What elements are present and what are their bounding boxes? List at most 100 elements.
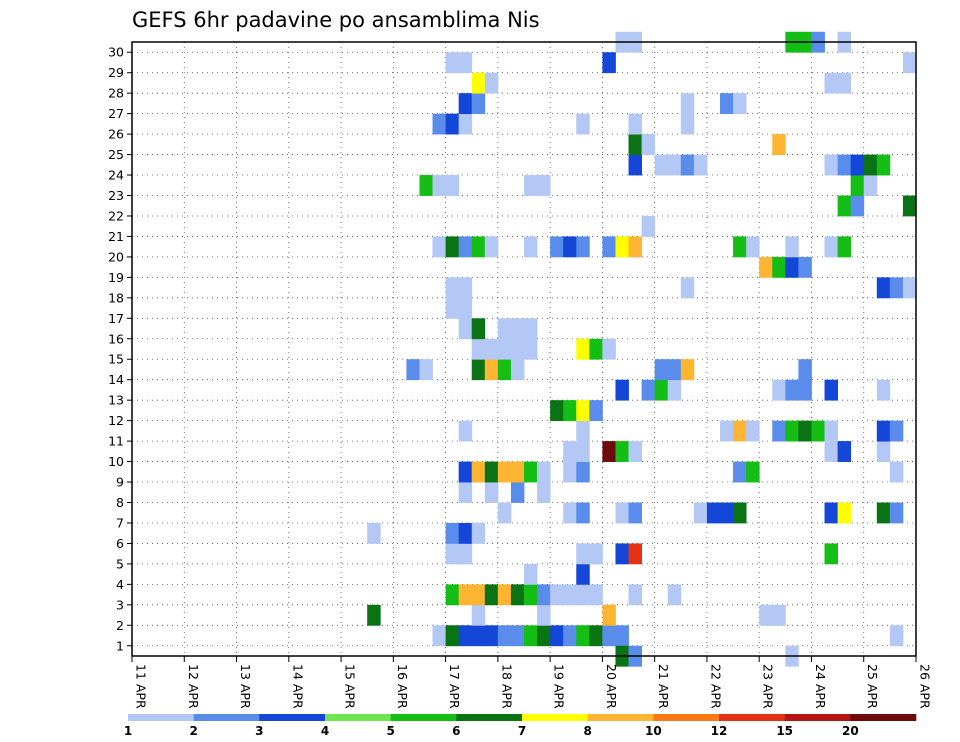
heatmap-cell [524,563,538,585]
heatmap-cell [589,338,603,360]
heatmap-cell [510,584,525,606]
heatmap-cell [497,625,512,647]
heatmap-cell [733,236,747,258]
heatmap-cell [484,461,499,483]
heatmap-cell [432,625,446,647]
heatmap-cell [693,502,708,524]
heatmap-cell [524,338,538,360]
heatmap-cell [419,359,433,381]
heatmap-cell [497,584,512,606]
heatmap-cell [811,420,825,442]
heatmap-cell [615,625,629,647]
heatmap-cell [615,441,629,462]
heatmap-cell [576,563,590,585]
heatmap-cell [576,543,590,565]
heatmap-cell [837,195,852,217]
heatmap-cell [876,154,891,176]
heatmap-cell [432,113,446,135]
y-tick-label: 9 [116,475,124,490]
heatmap-cell [889,461,904,483]
heatmap-cell [824,72,838,94]
heatmap-cell [615,236,629,258]
heatmap-cell [524,625,538,647]
heatmap-cell [654,359,669,381]
heatmap-cell [524,461,538,483]
heatmap-cell [458,52,473,74]
y-tick-label: 8 [116,495,124,510]
heatmap-cell [458,318,473,340]
heatmap-cell [484,625,499,647]
heatmap-cell [667,584,682,606]
heatmap-cell [576,584,590,606]
y-tick-label: 2 [116,618,124,633]
legend-label: 20 [842,724,859,738]
heatmap-cell [445,625,460,647]
heatmap-cell [733,420,747,442]
heatmap-cell [850,154,865,176]
heatmap-cell [550,236,564,258]
heatmap-cell [615,502,629,524]
heatmap-cell [458,584,473,606]
heatmap-cell [589,625,603,647]
x-tick-label: 23 APR [761,664,776,709]
y-tick-label: 7 [116,515,124,530]
heatmap-cell [471,461,486,483]
heatmap-cell [667,359,682,381]
legend-swatch [259,714,326,721]
heatmap-cell [667,379,682,401]
heatmap-cell [746,420,760,442]
y-axis: 1234567891011121314151617181920212223242… [108,45,132,653]
heatmap-cell [537,584,551,606]
heatmap-cell [589,584,603,606]
x-tick-label: 11 APR [134,664,149,709]
x-tick-label: 20 APR [604,664,619,709]
heatmap-cell [680,113,695,135]
y-tick-label: 14 [108,372,124,387]
heatmap-cell [824,154,838,176]
heatmap-cell [471,584,486,606]
heatmap-cell [576,420,590,442]
heatmap-cell [510,461,525,483]
heatmap-cell [785,420,799,442]
heatmap-cell [602,338,616,360]
heatmap-cell [445,543,460,565]
x-tick-label: 24 APR [813,664,828,709]
heatmap-cell [537,625,551,647]
legend-swatch [390,714,457,721]
heatmap-cell [510,625,525,647]
heatmap-cell [837,72,852,94]
heatmap-cell [537,482,551,503]
legend-label: 8 [583,724,591,738]
legend-label: 15 [776,724,793,738]
heatmap-cell [889,502,904,524]
heatmap-cell [654,154,669,176]
heatmap-cell [902,52,917,74]
heatmap-cell [537,604,551,626]
chart-title: GEFS 6hr padavine po ansamblima Nis [132,8,540,32]
legend-swatch [522,714,588,721]
y-tick-label: 25 [108,147,124,162]
heatmap-cell [850,195,865,217]
heatmap-cell [680,359,695,381]
x-tick-label: 14 APR [290,664,305,709]
y-tick-label: 4 [116,577,124,592]
heatmap-cell [876,441,891,462]
y-tick-label: 3 [116,597,124,612]
heatmap-cell [471,318,486,340]
heatmap-cell [445,277,460,299]
grid-lines [131,42,917,656]
heatmap-cell [615,543,629,565]
y-tick-label: 28 [108,86,124,101]
heatmap-cell [563,236,577,258]
heatmap-cell [471,93,486,115]
heatmap-cell [876,420,891,442]
y-tick-label: 20 [108,249,124,264]
heatmap-cell [484,584,499,606]
heatmap-cell [628,236,642,258]
heatmap-cell [798,359,812,381]
legend-label: 12 [711,724,728,738]
heatmap-cell [367,604,381,626]
y-tick-label: 26 [108,127,124,142]
heatmap-cell [641,134,656,155]
heatmap-cell [445,113,460,135]
